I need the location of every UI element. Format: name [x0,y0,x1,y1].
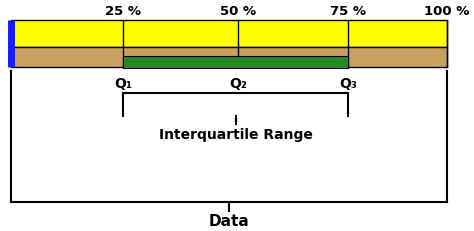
Text: Q₃: Q₃ [339,76,357,90]
Text: 25 %: 25 % [105,5,141,18]
Text: 75 %: 75 % [330,5,366,18]
Bar [10,48,447,67]
Bar [123,57,348,69]
Text: Interquartile Range: Interquartile Range [159,127,313,141]
Text: Data: Data [209,213,249,228]
Text: 100 %: 100 % [425,5,470,18]
Bar [10,21,447,48]
Text: Q₁: Q₁ [114,76,132,90]
Text: Q₂: Q₂ [229,76,247,90]
Text: 50 %: 50 % [220,5,256,18]
